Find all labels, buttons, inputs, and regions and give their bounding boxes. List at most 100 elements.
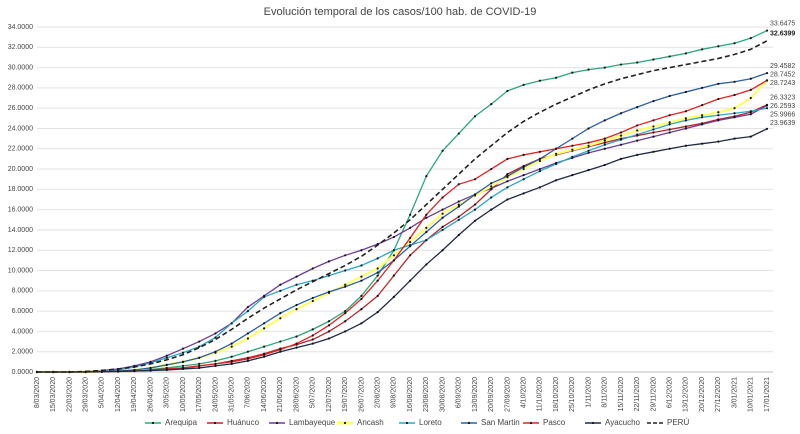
data-point (279, 283, 282, 286)
data-point (392, 254, 395, 257)
data-point (619, 157, 623, 161)
data-point (311, 296, 314, 300)
data-point (409, 241, 412, 244)
data-point (457, 183, 460, 186)
x-tick-label: 30/08/2020 (439, 377, 446, 412)
data-point (246, 332, 249, 335)
data-point (311, 267, 314, 270)
data-point (344, 285, 347, 288)
data-point (295, 303, 298, 307)
data-point (392, 274, 395, 277)
x-tick-label: 21/06/2020 (277, 377, 284, 412)
data-point (376, 274, 379, 277)
data-point (117, 370, 120, 373)
data-point (457, 218, 460, 221)
data-point (538, 157, 541, 161)
data-point (198, 356, 201, 359)
data-point (603, 119, 606, 122)
y-tick-label: 0.0000 (12, 369, 34, 376)
end-value-label: 26.3323 (770, 95, 795, 102)
data-point (603, 66, 606, 69)
data-point (327, 274, 331, 277)
data-point (522, 192, 525, 195)
data-point (230, 362, 233, 365)
data-point (327, 337, 331, 340)
data-point (717, 114, 720, 117)
end-value-label: 25.9966 (770, 112, 795, 119)
data-point (668, 121, 671, 124)
x-tick-label: 1/11/2020 (585, 377, 592, 408)
data-point (409, 279, 412, 282)
data-point (441, 228, 444, 232)
y-tick-label: 30.0000 (8, 64, 33, 71)
data-point (246, 305, 249, 309)
data-point (668, 128, 671, 131)
data-point (555, 76, 558, 79)
data-point (473, 219, 477, 222)
data-point (717, 82, 720, 85)
legend-marker (213, 421, 217, 425)
data-point (571, 155, 574, 158)
data-point (409, 245, 412, 248)
legend-label: San Martin (481, 418, 520, 427)
data-point (376, 311, 379, 314)
data-point (279, 317, 282, 320)
data-point (263, 295, 266, 299)
chart-title: Evolución temporal de los casos/100 hab.… (264, 6, 537, 18)
data-point (701, 86, 704, 89)
data-point (603, 141, 606, 144)
data-point (214, 350, 217, 353)
data-point (717, 140, 720, 143)
data-point (668, 123, 671, 126)
data-point (668, 114, 671, 117)
x-tick-label: 13/12/2020 (683, 377, 690, 412)
data-point (717, 111, 720, 114)
x-tick-label: 19/04/2020 (131, 377, 138, 412)
data-point (457, 215, 460, 218)
data-point (246, 350, 249, 353)
y-tick-label: 28.0000 (8, 85, 33, 92)
data-point (506, 173, 509, 176)
data-point (149, 366, 152, 370)
data-point (149, 369, 152, 372)
data-point (246, 359, 249, 362)
end-value-label: 28.7243 (770, 80, 795, 87)
legend-marker (275, 421, 279, 425)
x-tick-label: 25/10/2020 (569, 377, 576, 412)
data-point (425, 226, 428, 230)
data-point (425, 213, 428, 216)
data-point (652, 119, 655, 122)
data-point (490, 103, 493, 106)
data-point (555, 152, 558, 155)
end-value-label: 28.7452 (770, 71, 795, 78)
data-point (555, 162, 558, 166)
data-point (230, 342, 233, 345)
data-point (701, 142, 704, 145)
data-point (701, 114, 704, 117)
end-value-label: 23.9639 (770, 120, 795, 127)
x-tick-label: 8/03/2020 (34, 377, 41, 408)
x-tick-label: 10/01/2021 (748, 377, 755, 412)
legend-marker (591, 421, 595, 425)
data-point (181, 347, 185, 350)
data-point (538, 186, 541, 189)
data-point (506, 89, 509, 93)
data-point (522, 83, 525, 86)
data-point (717, 119, 720, 122)
data-point (344, 312, 347, 315)
x-tick-label: 22/03/2020 (66, 377, 73, 412)
data-point (636, 139, 639, 142)
data-point (506, 180, 509, 183)
data-point (311, 328, 314, 331)
data-point (490, 167, 493, 171)
data-point (473, 178, 477, 181)
data-point (425, 230, 428, 234)
data-point (392, 235, 395, 239)
data-point (165, 356, 168, 359)
data-point (555, 147, 558, 150)
data-point (684, 144, 687, 147)
data-point (327, 330, 331, 333)
data-point (587, 141, 590, 144)
data-point (538, 167, 541, 171)
